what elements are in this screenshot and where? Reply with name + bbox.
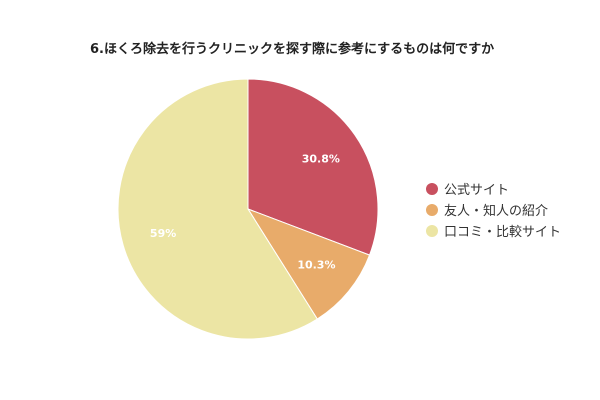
data-label-review-site: 59% xyxy=(150,227,176,240)
legend-item-review-site[interactable]: 口コミ・比較サイト xyxy=(426,220,561,241)
data-label-official-site: 30.8% xyxy=(302,152,340,165)
legend-swatch-friend-referral xyxy=(426,203,438,216)
slice-official-site[interactable] xyxy=(247,78,379,256)
legend-swatch-official-site xyxy=(426,182,438,195)
legend-swatch-review-site xyxy=(426,224,438,237)
legend-label-review-site: 口コミ・比較サイト xyxy=(444,225,562,240)
data-label-friend-referral: 10.3% xyxy=(297,259,335,272)
legend-label-official-site: 公式サイト xyxy=(444,183,510,198)
legend-label-friend-referral: 友人・知人の紹介 xyxy=(444,204,549,219)
legend-item-friend-referral[interactable]: 友人・知人の紹介 xyxy=(426,199,561,220)
legend-item-official-site[interactable]: 公式サイト xyxy=(426,178,561,199)
chart-title: 6.ほくろ除去を行うクリニックを探す際に参考にするものは何ですか xyxy=(90,42,495,57)
slice-review-site[interactable] xyxy=(117,78,318,340)
legend: 公式サイト 友人・知人の紹介 口コミ・比較サイト xyxy=(426,178,561,241)
slice-friend-referral[interactable] xyxy=(246,208,371,320)
